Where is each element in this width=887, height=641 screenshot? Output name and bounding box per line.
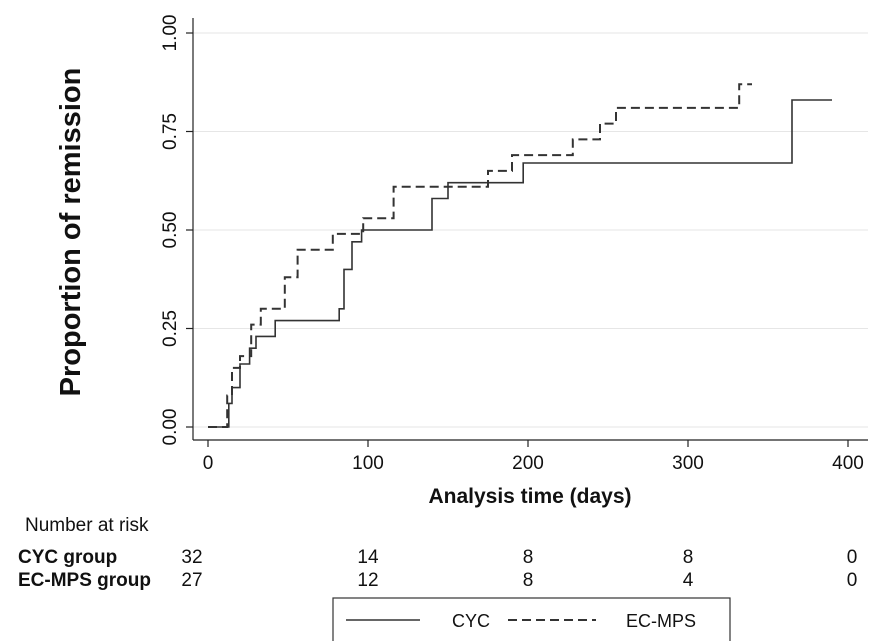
x-tick-label: 0 bbox=[203, 453, 214, 474]
risk-row-label: EC-MPS group bbox=[18, 570, 151, 591]
y-tick-label: 0.75 bbox=[160, 113, 181, 150]
y-tick-label: 0.00 bbox=[160, 409, 181, 446]
series-line-cyc bbox=[208, 99, 832, 428]
legend: CYC EC-MPS bbox=[332, 597, 731, 641]
y-tick-label: 0.25 bbox=[160, 310, 181, 347]
grid-lines bbox=[193, 32, 868, 428]
y-axis-title: Proportion of remission bbox=[55, 68, 87, 397]
risk-value: 27 bbox=[181, 570, 202, 591]
risk-table-title: Number at risk bbox=[25, 515, 149, 536]
y-axis: 0.00 0.25 0.50 0.75 1.00 bbox=[160, 15, 194, 446]
legend-label: CYC bbox=[452, 611, 490, 631]
x-axis: 0 100 200 300 400 bbox=[193, 439, 868, 474]
series-line-ec-mps bbox=[208, 83, 752, 428]
risk-value: 4 bbox=[683, 570, 694, 591]
x-tick-label: 300 bbox=[672, 453, 704, 474]
y-tick-label: 0.50 bbox=[160, 212, 181, 249]
x-tick-label: 400 bbox=[832, 453, 864, 474]
risk-row-label: CYC group bbox=[18, 547, 117, 568]
risk-value: 0 bbox=[847, 570, 858, 591]
x-tick-label: 200 bbox=[512, 453, 544, 474]
x-axis-title: Analysis time (days) bbox=[428, 485, 631, 508]
legend-label: EC-MPS bbox=[626, 611, 696, 631]
y-tick-label: 1.00 bbox=[160, 15, 181, 52]
risk-value: 0 bbox=[847, 547, 858, 568]
x-tick-label: 100 bbox=[352, 453, 384, 474]
risk-table: Number at risk CYC group 32 14 8 8 0EC-MPS gr… bbox=[18, 515, 857, 591]
risk-value: 14 bbox=[357, 547, 379, 568]
risk-value: 8 bbox=[683, 547, 694, 568]
series-layer bbox=[208, 83, 832, 428]
risk-value: 12 bbox=[357, 570, 378, 591]
risk-value: 32 bbox=[181, 547, 202, 568]
risk-value: 8 bbox=[523, 570, 534, 591]
risk-value: 8 bbox=[523, 547, 534, 568]
